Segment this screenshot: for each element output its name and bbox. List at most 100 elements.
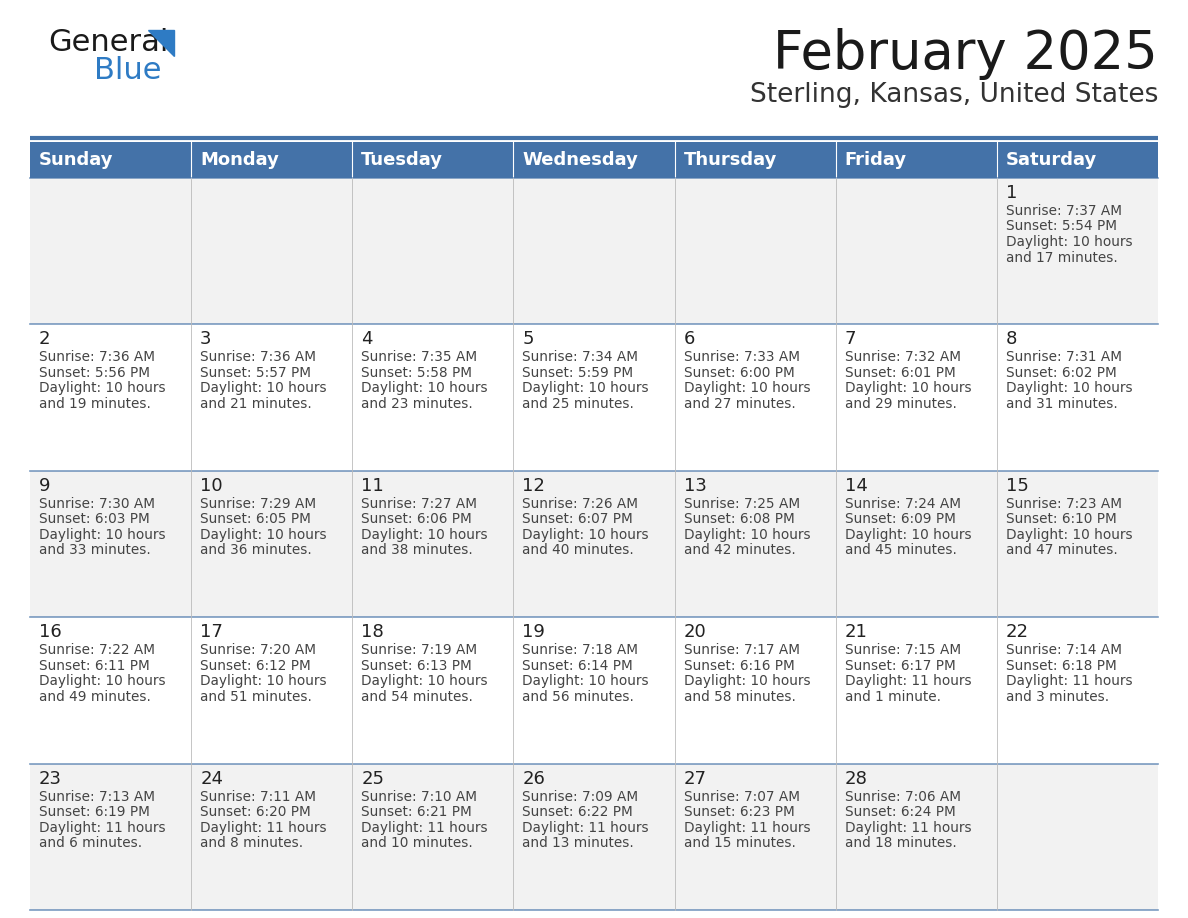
Bar: [513, 764, 675, 910]
Bar: [997, 142, 1158, 178]
Text: 4: 4: [361, 330, 373, 349]
Text: Daylight: 11 hours: Daylight: 11 hours: [361, 821, 488, 834]
Bar: [353, 617, 513, 764]
Text: Sunrise: 7:17 AM: Sunrise: 7:17 AM: [683, 644, 800, 657]
Polygon shape: [148, 30, 173, 56]
Text: and 54 minutes.: and 54 minutes.: [361, 689, 473, 704]
Text: Daylight: 11 hours: Daylight: 11 hours: [39, 821, 165, 834]
Bar: [513, 142, 675, 178]
Text: Daylight: 10 hours: Daylight: 10 hours: [845, 381, 972, 396]
Text: Daylight: 10 hours: Daylight: 10 hours: [1006, 381, 1132, 396]
Text: Sunset: 6:13 PM: Sunset: 6:13 PM: [361, 659, 472, 673]
Bar: [835, 324, 997, 471]
Text: Sunset: 6:10 PM: Sunset: 6:10 PM: [1006, 512, 1117, 526]
Text: Daylight: 10 hours: Daylight: 10 hours: [39, 381, 165, 396]
Bar: [997, 324, 1158, 471]
Text: Sunrise: 7:32 AM: Sunrise: 7:32 AM: [845, 351, 961, 364]
Text: Sunset: 6:20 PM: Sunset: 6:20 PM: [200, 805, 311, 819]
Text: and 8 minutes.: and 8 minutes.: [200, 836, 303, 850]
Text: and 51 minutes.: and 51 minutes.: [200, 689, 312, 704]
Bar: [30, 324, 191, 471]
Text: Sunset: 5:56 PM: Sunset: 5:56 PM: [39, 366, 150, 380]
Bar: [191, 324, 353, 471]
Text: and 19 minutes.: and 19 minutes.: [39, 397, 151, 411]
Text: and 42 minutes.: and 42 minutes.: [683, 543, 795, 557]
Text: Sunset: 5:57 PM: Sunset: 5:57 PM: [200, 366, 311, 380]
Text: 10: 10: [200, 476, 223, 495]
Text: Sunset: 6:06 PM: Sunset: 6:06 PM: [361, 512, 472, 526]
Text: Sunset: 5:59 PM: Sunset: 5:59 PM: [523, 366, 633, 380]
Text: Thursday: Thursday: [683, 151, 777, 169]
Bar: [675, 617, 835, 764]
Bar: [353, 324, 513, 471]
Text: 5: 5: [523, 330, 533, 349]
Text: General: General: [48, 28, 169, 57]
Text: Daylight: 10 hours: Daylight: 10 hours: [361, 674, 488, 688]
Text: 21: 21: [845, 623, 867, 641]
Text: Sunrise: 7:07 AM: Sunrise: 7:07 AM: [683, 789, 800, 803]
Text: 1: 1: [1006, 184, 1017, 202]
Text: Sunrise: 7:31 AM: Sunrise: 7:31 AM: [1006, 351, 1121, 364]
Text: and 56 minutes.: and 56 minutes.: [523, 689, 634, 704]
Text: and 15 minutes.: and 15 minutes.: [683, 836, 796, 850]
Text: 14: 14: [845, 476, 867, 495]
Bar: [675, 764, 835, 910]
Text: and 45 minutes.: and 45 minutes.: [845, 543, 956, 557]
Bar: [513, 471, 675, 617]
Text: Daylight: 11 hours: Daylight: 11 hours: [523, 821, 649, 834]
Text: and 47 minutes.: and 47 minutes.: [1006, 543, 1118, 557]
Text: Sunrise: 7:27 AM: Sunrise: 7:27 AM: [361, 497, 478, 510]
Bar: [835, 471, 997, 617]
Text: 26: 26: [523, 769, 545, 788]
Text: Sunrise: 7:35 AM: Sunrise: 7:35 AM: [361, 351, 478, 364]
Bar: [997, 617, 1158, 764]
Bar: [353, 471, 513, 617]
Text: Sunrise: 7:26 AM: Sunrise: 7:26 AM: [523, 497, 638, 510]
Text: and 29 minutes.: and 29 minutes.: [845, 397, 956, 411]
Text: 15: 15: [1006, 476, 1029, 495]
Text: Sunset: 6:16 PM: Sunset: 6:16 PM: [683, 659, 795, 673]
Text: Sunset: 6:02 PM: Sunset: 6:02 PM: [1006, 366, 1117, 380]
Text: 22: 22: [1006, 623, 1029, 641]
Text: Sunset: 6:07 PM: Sunset: 6:07 PM: [523, 512, 633, 526]
Text: Daylight: 10 hours: Daylight: 10 hours: [39, 528, 165, 542]
Text: and 18 minutes.: and 18 minutes.: [845, 836, 956, 850]
Text: and 36 minutes.: and 36 minutes.: [200, 543, 312, 557]
Text: Sunrise: 7:14 AM: Sunrise: 7:14 AM: [1006, 644, 1121, 657]
Text: Tuesday: Tuesday: [361, 151, 443, 169]
Text: February 2025: February 2025: [773, 28, 1158, 80]
Text: 27: 27: [683, 769, 707, 788]
Text: Sterling, Kansas, United States: Sterling, Kansas, United States: [750, 82, 1158, 108]
Text: Sunrise: 7:13 AM: Sunrise: 7:13 AM: [39, 789, 154, 803]
Text: Daylight: 10 hours: Daylight: 10 hours: [361, 528, 488, 542]
Bar: [835, 178, 997, 324]
Text: Sunrise: 7:30 AM: Sunrise: 7:30 AM: [39, 497, 154, 510]
Text: 7: 7: [845, 330, 857, 349]
Text: Daylight: 10 hours: Daylight: 10 hours: [683, 381, 810, 396]
Text: and 17 minutes.: and 17 minutes.: [1006, 251, 1118, 264]
Text: 2: 2: [39, 330, 51, 349]
Text: 3: 3: [200, 330, 211, 349]
Text: Sunset: 6:24 PM: Sunset: 6:24 PM: [845, 805, 955, 819]
Bar: [675, 324, 835, 471]
Text: Sunrise: 7:22 AM: Sunrise: 7:22 AM: [39, 644, 154, 657]
Text: Sunset: 6:23 PM: Sunset: 6:23 PM: [683, 805, 795, 819]
Text: Sunset: 6:11 PM: Sunset: 6:11 PM: [39, 659, 150, 673]
Text: Daylight: 10 hours: Daylight: 10 hours: [523, 674, 649, 688]
Bar: [513, 324, 675, 471]
Text: Sunrise: 7:23 AM: Sunrise: 7:23 AM: [1006, 497, 1121, 510]
Text: Sunset: 6:19 PM: Sunset: 6:19 PM: [39, 805, 150, 819]
Text: 17: 17: [200, 623, 223, 641]
Text: Daylight: 11 hours: Daylight: 11 hours: [845, 674, 972, 688]
Text: 6: 6: [683, 330, 695, 349]
Text: Daylight: 11 hours: Daylight: 11 hours: [683, 821, 810, 834]
Text: 25: 25: [361, 769, 384, 788]
Text: Sunrise: 7:06 AM: Sunrise: 7:06 AM: [845, 789, 961, 803]
Text: and 33 minutes.: and 33 minutes.: [39, 543, 151, 557]
Bar: [30, 617, 191, 764]
Text: 20: 20: [683, 623, 707, 641]
Text: Sunrise: 7:10 AM: Sunrise: 7:10 AM: [361, 789, 478, 803]
Bar: [191, 178, 353, 324]
Text: Daylight: 10 hours: Daylight: 10 hours: [361, 381, 488, 396]
Bar: [191, 764, 353, 910]
